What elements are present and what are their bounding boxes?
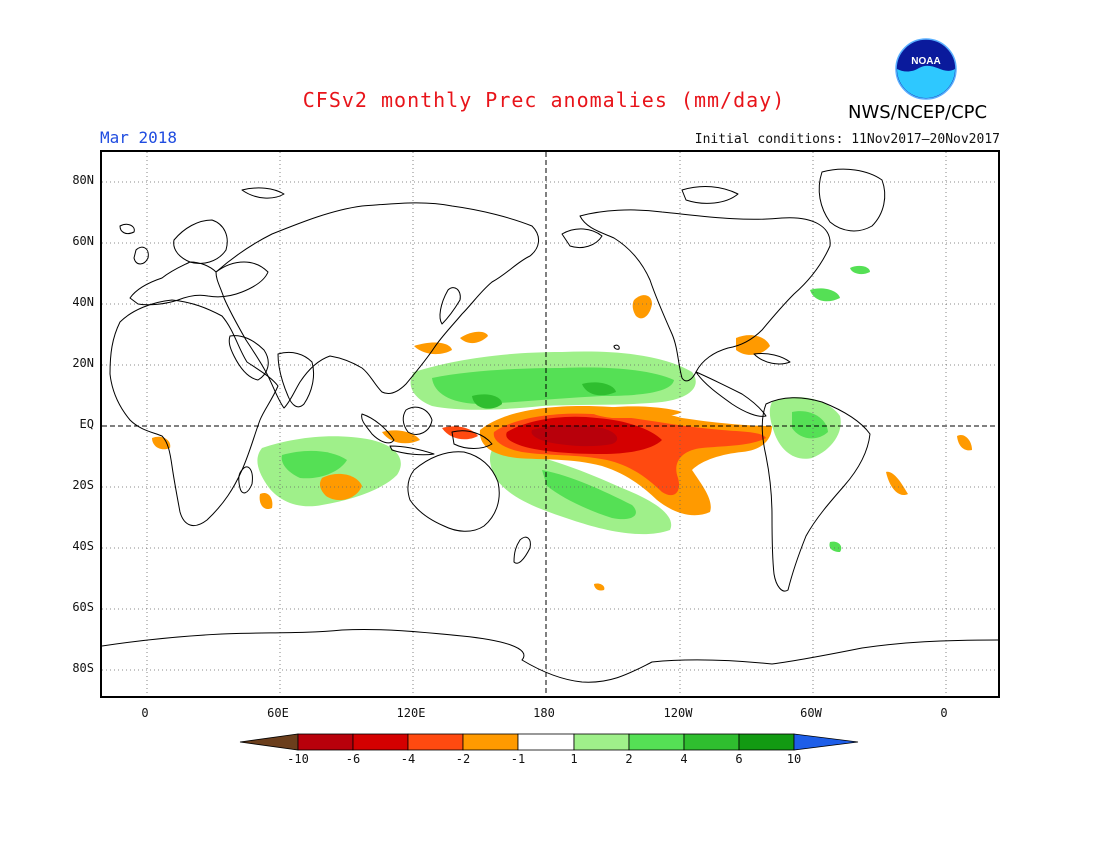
uk-coast [133,246,149,265]
cuba-coast [753,353,791,365]
colorbar-bin-4 [462,733,519,751]
madagascar-coast [238,466,253,494]
sumatra-coast [361,413,395,444]
colorbar-arrow-right [793,733,859,751]
dry-anomaly-indian-south [319,473,362,501]
dry-anomaly-philippine-sea [414,342,452,355]
colorbar-label-m10: -10 [287,752,309,766]
lat-label-60n: 60N [72,234,94,248]
lon-label-0: 0 [141,706,149,720]
lon-label-0-east: 0 [940,706,948,720]
lon-label-60e: 60E [267,706,289,720]
wet-anomaly-patch-na [850,265,870,275]
arabia-coast [228,335,269,381]
lat-label-60s: 60S [72,600,94,614]
colorbar-label-m1: -1 [510,752,526,766]
colorbar-label-10: 10 [786,752,802,766]
colorbar-bin-2 [352,733,409,751]
dry-anomaly-gulf [736,335,770,355]
wet-anomaly-patch-atl [810,288,840,302]
dry-anomaly-pacific-core [531,425,618,447]
colorbar-label-m6: -6 [345,752,361,766]
alaska-coast [561,228,603,249]
asia-coast [215,202,539,409]
forecast-month: Mar 2018 [100,128,178,147]
noaa-logo-icon: NOAA [895,38,957,100]
dry-anomaly-africa-west [152,436,171,450]
dry-anomaly-madagascar [259,492,273,510]
india-coast [277,351,315,408]
antarctica-coast [102,628,998,683]
lon-label-180: 180 [533,706,555,720]
initial-conditions: Initial conditions: 11Nov2017–20Nov2017 [694,132,1000,147]
dry-anomaly-atlantic-eq [957,434,972,451]
logo-text: NOAA [911,56,940,67]
lat-label-eq: EQ [79,417,94,431]
colorbar-label-4: 4 [680,752,688,766]
lat-label-80n: 80N [72,173,94,187]
colorbar-label-m4: -4 [400,752,416,766]
colorbar-bin-7 [628,733,685,751]
africa-coast [109,299,279,527]
colorbar-bin-8 [683,733,740,751]
dry-anomaly-equator-north [591,406,682,418]
colorbar-bin-5 [517,733,575,751]
dry-anomaly-south-pacific-small [594,583,605,591]
wet-anomaly-south-pacific-core [542,470,636,520]
lat-label-40s: 40S [72,539,94,553]
dry-anomaly-nw-pacific [460,331,488,344]
grid-lines [102,152,998,696]
java-coast [389,445,435,456]
map-frame [100,150,1000,698]
colorbar [239,733,859,751]
colorbar-label-1: 1 [570,752,578,766]
lat-label-20n: 20N [72,356,94,370]
wet-anomaly-dark-2 [582,382,616,396]
japan-coast [439,287,461,325]
coastlines [102,168,998,683]
lon-label-120e: 120E [396,706,426,720]
colorbar-bin-3 [407,733,464,751]
arctic-islands-coast [241,187,285,199]
wet-anomaly-amazon-core [792,411,828,439]
colorbar-label-6: 6 [735,752,743,766]
south-america-coast [761,397,871,592]
scandinavia-coast [173,219,228,264]
colorbar-label-2: 2 [625,752,633,766]
hawaii-coast [613,344,620,350]
lon-label-120w: 120W [663,706,693,720]
wet-anomaly-north-pacific-core [432,367,674,404]
north-america-coast [579,209,831,382]
png-coast [451,430,493,449]
map-title: CFSv2 monthly Prec anomalies (mm/day) [302,88,786,112]
new-zealand-coast [513,536,531,564]
wet-anomaly-dark-1 [472,394,502,409]
colorbar-bin-6 [573,733,630,751]
colorbar-arrow-left [239,733,299,751]
colorbar-label-m2: -2 [455,752,471,766]
central-america-coast [695,371,767,417]
lon-label-60w: 60W [800,706,822,720]
greenland-coast [818,168,886,232]
colorbar-bin-9 [738,733,795,751]
iceland-coast [119,223,135,235]
dry-anomaly-png [442,426,478,440]
dry-anomaly-brazil [886,471,908,496]
wet-anomaly-patch-sa [829,541,842,552]
europe-coast [129,261,269,306]
lat-label-80s: 80S [72,661,94,675]
dry-anomaly-north-pacific [632,295,652,319]
lat-label-20s: 20S [72,478,94,492]
canadian-arctic-coast [681,186,739,204]
australia-coast [407,451,500,532]
borneo-coast [402,406,433,435]
anomaly-shading [152,265,972,591]
map-canvas [102,152,998,696]
colorbar-bin-1 [297,733,354,751]
lat-label-40n: 40N [72,295,94,309]
org-label: NWS/NCEP/CPC [848,102,988,123]
wet-anomaly-indian-core [281,450,347,479]
